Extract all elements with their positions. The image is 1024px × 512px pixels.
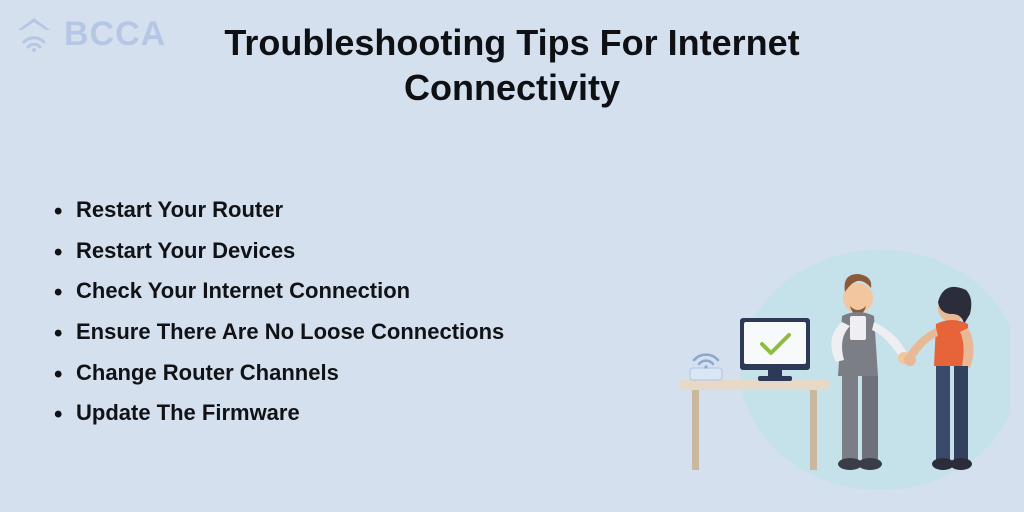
list-item: Change Router Channels	[48, 353, 504, 394]
list-item: Restart Your Router	[48, 190, 504, 231]
page-title: Troubleshooting Tips For Internet Connec…	[0, 20, 1024, 110]
tips-list: Restart Your Router Restart Your Devices…	[48, 190, 504, 434]
list-item: Update The Firmware	[48, 393, 504, 434]
list-item: Ensure There Are No Loose Connections	[48, 312, 504, 353]
illustration	[670, 210, 1010, 490]
list-item: Check Your Internet Connection	[48, 271, 504, 312]
list-item: Restart Your Devices	[48, 231, 504, 272]
